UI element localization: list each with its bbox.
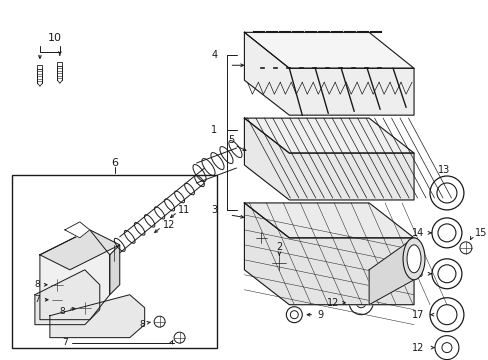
Ellipse shape (406, 245, 420, 273)
Polygon shape (65, 222, 90, 238)
Text: 14: 14 (411, 228, 423, 238)
Text: 7: 7 (34, 295, 40, 304)
Text: 8: 8 (139, 320, 144, 329)
Polygon shape (244, 32, 413, 115)
Text: 6: 6 (111, 158, 118, 168)
Text: 4: 4 (211, 50, 217, 60)
Text: 3: 3 (211, 205, 217, 215)
Polygon shape (368, 238, 413, 305)
Text: 11: 11 (178, 205, 190, 215)
Polygon shape (244, 203, 413, 305)
Text: 16: 16 (411, 269, 423, 279)
Text: 8: 8 (34, 280, 40, 289)
Text: 12: 12 (163, 220, 175, 230)
Text: 12: 12 (326, 298, 339, 308)
Polygon shape (244, 32, 413, 68)
Text: 9: 9 (317, 310, 323, 320)
Text: 17: 17 (411, 310, 423, 320)
Polygon shape (244, 118, 413, 153)
Ellipse shape (402, 238, 424, 280)
Text: 2: 2 (276, 242, 282, 252)
Text: 10: 10 (48, 33, 62, 43)
Text: 15: 15 (474, 228, 486, 238)
Polygon shape (109, 245, 120, 295)
Polygon shape (40, 230, 120, 270)
Text: 5: 5 (228, 135, 234, 145)
Text: 8: 8 (59, 307, 65, 316)
Polygon shape (40, 230, 109, 320)
Polygon shape (244, 203, 413, 238)
Bar (57, 62, 62, 66)
Polygon shape (50, 295, 144, 338)
Text: 7: 7 (61, 338, 67, 347)
Bar (12, 175, 217, 348)
Text: 1: 1 (211, 125, 217, 135)
Text: 13: 13 (437, 165, 449, 175)
Text: 12: 12 (411, 343, 423, 352)
Polygon shape (244, 118, 413, 200)
Bar (38, 65, 42, 69)
Polygon shape (35, 270, 100, 325)
